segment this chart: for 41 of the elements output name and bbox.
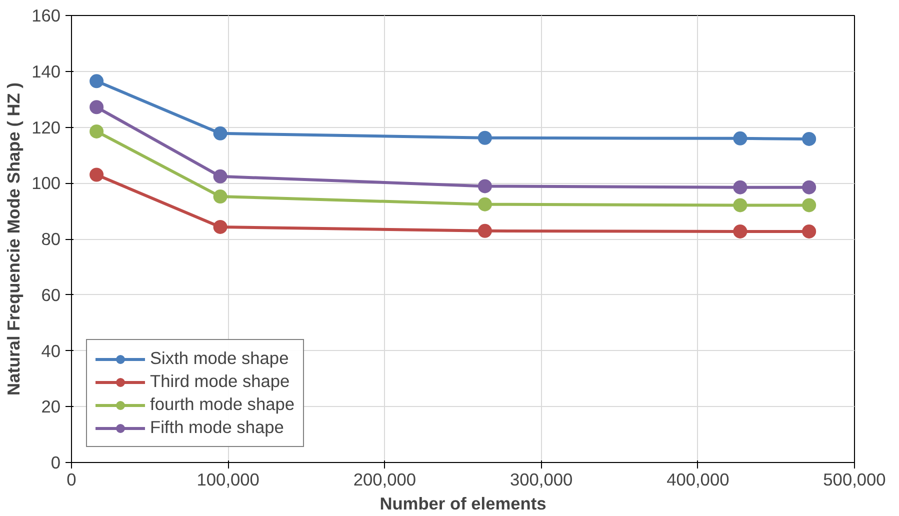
y-tick-label: 80 [41,229,61,249]
point [802,224,816,238]
point [213,190,228,204]
y-tick-label: 120 [32,117,61,138]
point [802,180,816,194]
point [733,224,748,238]
point [478,130,492,145]
x-axis-title: Number of elements [380,494,546,514]
x-tick-label: 100,000 [196,470,260,490]
y-axis-title: Natural Frequencie Mode Shape ( HZ ) [4,82,24,396]
point [213,169,228,184]
point [478,224,492,238]
x-tick-label: 500,000 [823,470,886,490]
x-tick-label: 300,000 [510,470,573,490]
legend-label: Fifth mode shape [150,417,284,438]
point [802,132,816,146]
point [478,179,492,194]
point [733,131,748,146]
legend-label: Third mode shape [150,371,290,392]
point [90,100,104,114]
y-tick-label: 20 [41,396,61,417]
y-tick-label: 100 [32,173,61,194]
point [802,198,816,212]
y-tick-label: 0 [50,452,61,472]
legend-label: Sixth mode shape [150,348,289,369]
legend-label: fourth mode shape [150,394,294,415]
point [90,124,104,138]
point [213,220,228,234]
y-tick-label: 40 [41,340,61,361]
x-tick-label: 200,000 [353,470,416,490]
point [733,198,748,212]
y-tick-label: 160 [32,6,61,26]
point [213,126,228,140]
y-tick-label: 60 [41,284,61,305]
x-tick-label: 0 [66,470,76,490]
point [90,168,104,182]
point [90,74,104,88]
y-tick-label: 140 [32,61,61,82]
x-tick-label: 400,000 [666,470,730,490]
point [733,180,748,194]
point [478,197,492,212]
